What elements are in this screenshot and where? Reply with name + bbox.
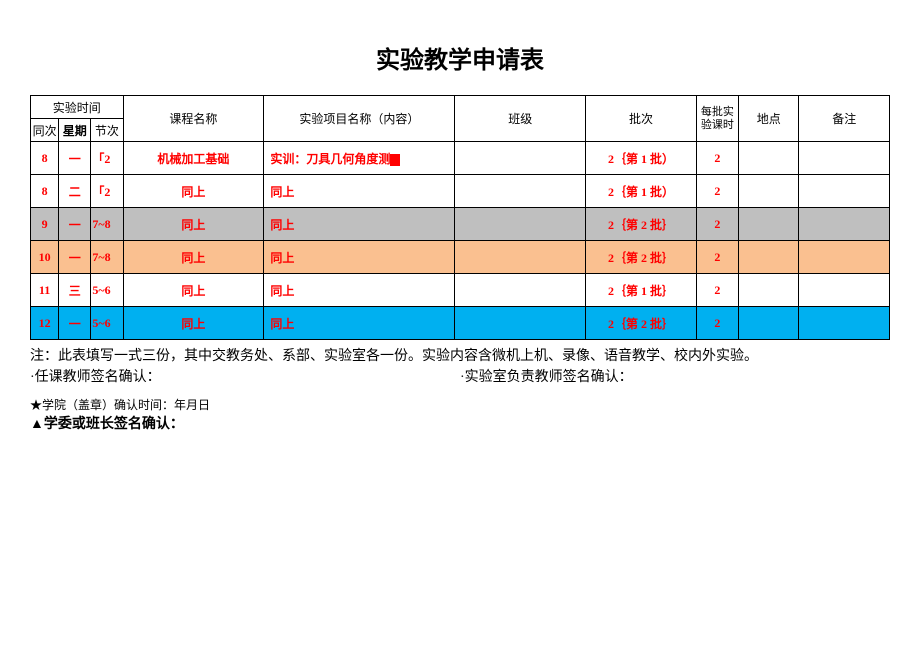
cell-jc: 7~8 [91, 208, 123, 241]
cell-kc: 同上 [123, 208, 264, 241]
cell-jc: 7~8 [91, 241, 123, 274]
cell-dd [739, 208, 799, 241]
cell-bj [455, 241, 586, 274]
cell-bz [799, 307, 890, 340]
header-jc: 节次 [91, 119, 123, 142]
cell-mk: 2 [696, 175, 738, 208]
cell-bj [455, 307, 586, 340]
cell-xq: 三 [59, 274, 91, 307]
cell-dd [739, 241, 799, 274]
table-row: 8二「2同上同上2｛第 1 批）2 [31, 175, 890, 208]
header-zc: 同次 [31, 119, 59, 142]
cell-mk: 2 [696, 307, 738, 340]
cell-zc: 8 [31, 142, 59, 175]
cell-pc: 2｛第 2 批｝ [586, 241, 697, 274]
table-row: 10一7~8同上同上2｛第 2 批｝2 [31, 241, 890, 274]
cell-xm: 实训：刀具几何角度测 [264, 142, 455, 175]
header-pc: 批次 [586, 96, 697, 142]
notes-teacher-sign: ·任课教师签名确认： [30, 367, 460, 388]
cell-bj [455, 208, 586, 241]
cell-xq: 二 [59, 175, 91, 208]
cell-xm: 同上 [264, 241, 455, 274]
header-row-1: 实验时间 课程名称 实验项目名称（内容） 班级 批次 每批实验课时 地点 备注 [31, 96, 890, 119]
cell-xm: 同上 [264, 175, 455, 208]
cell-dd [739, 307, 799, 340]
cell-pc: 2｛第 1 批） [586, 142, 697, 175]
text-cursor-icon [390, 154, 400, 166]
cell-zc: 11 [31, 274, 59, 307]
header-kc: 课程名称 [123, 96, 264, 142]
header-xm: 实验项目名称（内容） [264, 96, 455, 142]
cell-xq: 一 [59, 208, 91, 241]
cell-kc: 机械加工基础 [123, 142, 264, 175]
cell-xq: 一 [59, 142, 91, 175]
cell-xm: 同上 [264, 274, 455, 307]
header-bz: 备注 [799, 96, 890, 142]
cell-mk: 2 [696, 241, 738, 274]
cell-dd [739, 175, 799, 208]
cell-zc: 10 [31, 241, 59, 274]
cell-bz [799, 175, 890, 208]
cell-mk: 2 [696, 142, 738, 175]
header-mk: 每批实验课时 [696, 96, 738, 142]
notes-line1: 注：此表填写一式三份，其中交教务处、系部、实验室各一份。实验内容含微机上机、录像… [30, 346, 890, 367]
cell-xq: 一 [59, 307, 91, 340]
cell-dd [739, 142, 799, 175]
cell-pc: 2｛第 1 批｝ [586, 274, 697, 307]
cell-bj [455, 274, 586, 307]
cell-jc: 5~6 [91, 307, 123, 340]
cell-zc: 8 [31, 175, 59, 208]
cell-kc: 同上 [123, 241, 264, 274]
cell-bz [799, 142, 890, 175]
cell-bz [799, 208, 890, 241]
cell-jc: 「2 [91, 175, 123, 208]
header-dd: 地点 [739, 96, 799, 142]
notes-lab-sign: ·实验室负责教师签名确认： [460, 367, 890, 388]
cell-jc: 5~6 [91, 274, 123, 307]
cell-mk: 2 [696, 274, 738, 307]
cell-bz [799, 241, 890, 274]
notes-monitor-sign: ▲学委或班长签名确认： [30, 414, 890, 435]
cell-xm: 同上 [264, 208, 455, 241]
application-table: 实验时间 课程名称 实验项目名称（内容） 班级 批次 每批实验课时 地点 备注 … [30, 95, 890, 340]
cell-xq: 一 [59, 241, 91, 274]
cell-kc: 同上 [123, 274, 264, 307]
cell-bj [455, 175, 586, 208]
header-xq: 星期 [59, 119, 91, 142]
cell-kc: 同上 [123, 175, 264, 208]
cell-jc: 「2 [91, 142, 123, 175]
header-bj: 班级 [455, 96, 586, 142]
notes-section: 注：此表填写一式三份，其中交教务处、系部、实验室各一份。实验内容含微机上机、录像… [30, 346, 890, 435]
table-row: 9一7~8同上同上2｛第 2 批｝2 [31, 208, 890, 241]
cell-zc: 12 [31, 307, 59, 340]
table-row: 11三5~6同上同上2｛第 1 批｝2 [31, 274, 890, 307]
cell-dd [739, 274, 799, 307]
notes-college-confirm: ★学院（盖章）确认时间：年月日 [30, 396, 890, 414]
cell-pc: 2｛第 2 批｝ [586, 208, 697, 241]
cell-pc: 2｛第 1 批） [586, 175, 697, 208]
cell-bz [799, 274, 890, 307]
table-row: 8一「2机械加工基础实训：刀具几何角度测 2｛第 1 批）2 [31, 142, 890, 175]
cell-bj [455, 142, 586, 175]
cell-xm: 同上 [264, 307, 455, 340]
header-time-group: 实验时间 [31, 96, 124, 119]
cell-zc: 9 [31, 208, 59, 241]
cell-pc: 2｛第 2 批｝ [586, 307, 697, 340]
cell-mk: 2 [696, 208, 738, 241]
cell-kc: 同上 [123, 307, 264, 340]
page-title: 实验教学申请表 [30, 40, 890, 75]
table-row: 12一5~6同上同上2｛第 2 批｝2 [31, 307, 890, 340]
